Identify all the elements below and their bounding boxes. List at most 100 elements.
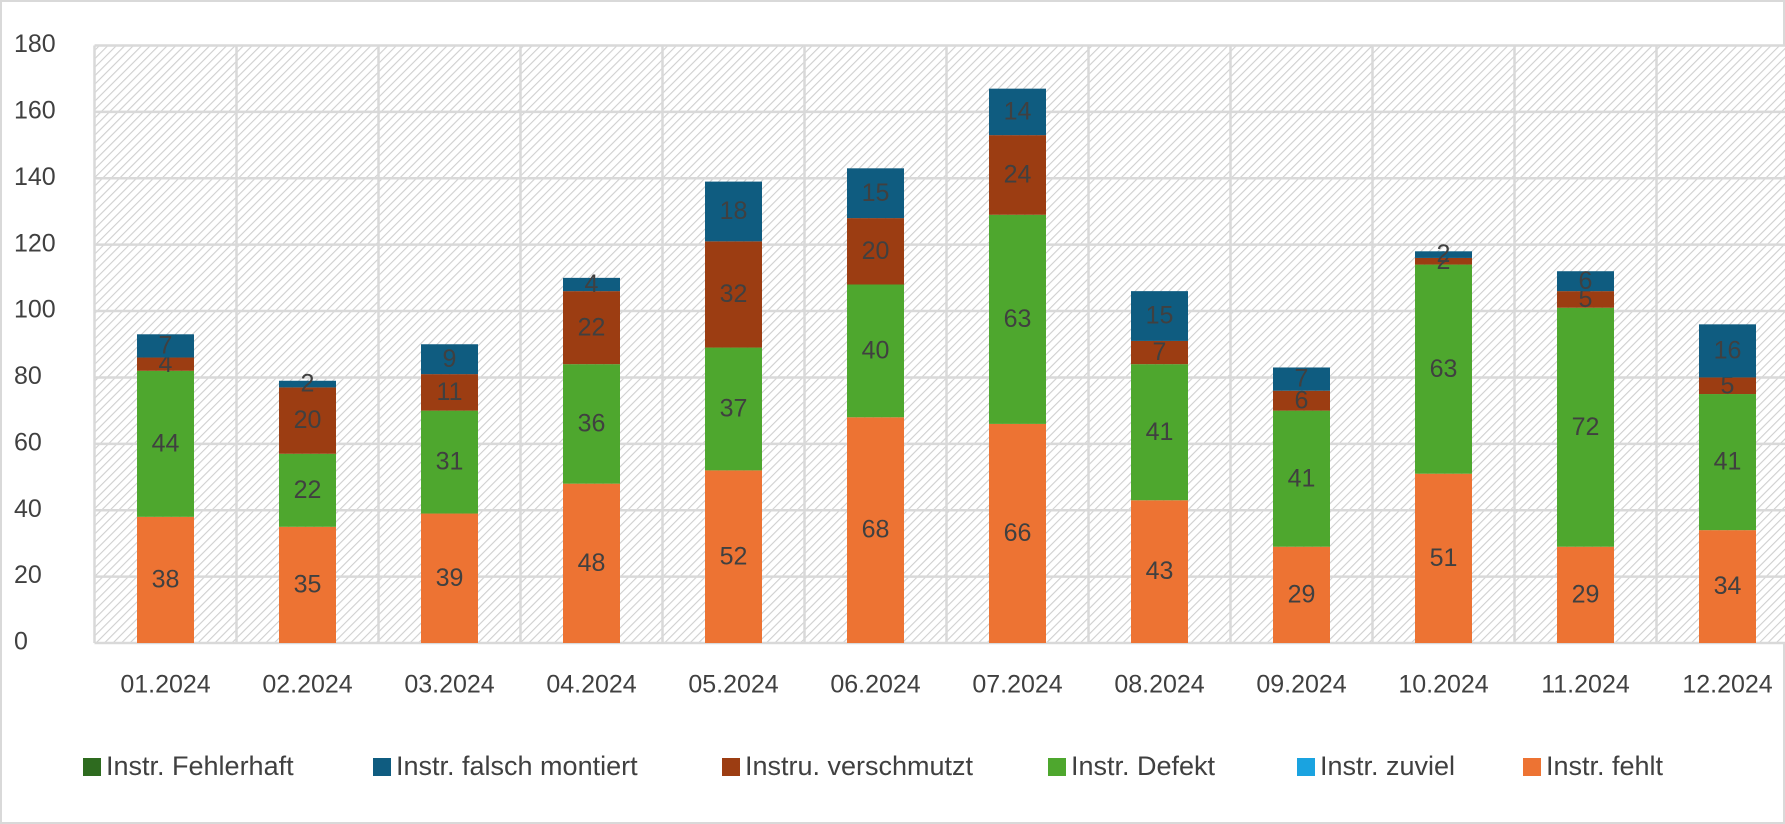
y-tick-label: 160 — [14, 96, 56, 124]
bar-segment — [847, 218, 904, 285]
bar-segment — [847, 417, 904, 643]
legend-swatch — [722, 758, 740, 776]
bar-segment — [989, 214, 1046, 424]
x-tick-label: 12.2024 — [1682, 671, 1772, 699]
data-label: 9 — [443, 345, 457, 373]
plot-background — [94, 45, 1785, 643]
x-tick-label: 04.2024 — [546, 671, 636, 699]
legend-label: Instr. Fehlerhaft — [106, 751, 294, 781]
bar-segment — [1699, 377, 1756, 395]
data-label: 7 — [1153, 338, 1167, 366]
data-label: 52 — [720, 542, 748, 570]
y-tick-label: 20 — [14, 561, 42, 589]
bar-segment — [1557, 271, 1614, 292]
bar-segment — [1273, 390, 1330, 411]
bar-segment — [137, 334, 194, 358]
x-tick-label: 11.2024 — [1541, 671, 1630, 699]
legend-swatch — [1048, 758, 1066, 776]
bar-segment — [279, 380, 336, 388]
x-tick-label: 03.2024 — [404, 671, 494, 699]
bar-segment — [137, 370, 194, 517]
data-label: 72 — [1572, 413, 1600, 441]
bar-segment — [421, 374, 478, 411]
bar-segment — [279, 387, 336, 454]
data-label: 48 — [578, 549, 606, 577]
data-label: 41 — [1146, 418, 1174, 446]
legend-swatch — [1297, 758, 1315, 776]
bar-segment — [563, 483, 620, 643]
legend-swatch — [83, 758, 101, 776]
data-label: 35 — [294, 571, 322, 599]
bar-segment — [705, 470, 762, 643]
x-tick-label: 01.2024 — [120, 671, 210, 699]
data-label: 7 — [1295, 365, 1309, 393]
bar-segment — [563, 291, 620, 365]
legend-label: Instr. Defekt — [1071, 751, 1216, 781]
data-label: 6 — [1295, 386, 1309, 414]
data-label: 66 — [1004, 519, 1032, 547]
bar-segment — [705, 241, 762, 348]
data-label: 20 — [862, 237, 890, 265]
bar-segment — [1557, 546, 1614, 643]
bar-segment — [421, 344, 478, 375]
bar-segment — [421, 410, 478, 514]
data-label: 22 — [578, 313, 606, 341]
x-tick-label: 07.2024 — [972, 671, 1062, 699]
legend-swatch — [1523, 758, 1541, 776]
data-label: 41 — [1288, 464, 1316, 492]
data-label: 18 — [720, 197, 748, 225]
bar-segment — [1131, 500, 1188, 643]
bar-segment — [1415, 251, 1472, 258]
data-label: 7 — [159, 332, 173, 360]
bar-segment — [1415, 264, 1472, 474]
bar-segment — [1557, 307, 1614, 547]
data-label: 41 — [1714, 448, 1742, 476]
bar-segment — [1699, 394, 1756, 531]
y-tick-label: 120 — [14, 229, 56, 257]
y-tick-label: 40 — [14, 495, 42, 523]
data-label: 2 — [301, 370, 315, 398]
x-tick-label: 02.2024 — [262, 671, 352, 699]
data-label: 20 — [294, 406, 322, 434]
bar-segment — [705, 181, 762, 242]
bar-segment — [279, 453, 336, 527]
legend-label: Instr. fehlt — [1546, 751, 1664, 781]
data-label: 32 — [720, 280, 748, 308]
data-label: 63 — [1430, 355, 1458, 383]
data-label: 5 — [1721, 371, 1735, 399]
data-label: 4 — [585, 270, 599, 298]
bar-segment — [705, 347, 762, 471]
x-tick-label: 10.2024 — [1398, 671, 1488, 699]
legend-label: Instru. verschmutzt — [745, 751, 974, 781]
data-label: 31 — [436, 448, 464, 476]
data-label: 39 — [436, 564, 464, 592]
data-label: 43 — [1146, 557, 1174, 585]
bar-segment — [1557, 291, 1614, 308]
x-tick-label: 05.2024 — [688, 671, 778, 699]
bar-segment — [1131, 340, 1188, 365]
y-tick-label: 180 — [14, 30, 56, 58]
y-tick-label: 80 — [14, 362, 42, 390]
bar-segment — [1415, 257, 1472, 265]
x-tick-label: 06.2024 — [830, 671, 920, 699]
bar-segment — [989, 423, 1046, 643]
bar-segment — [1131, 291, 1188, 341]
legend-label: Instr. falsch montiert — [396, 751, 638, 781]
data-label: 16 — [1714, 336, 1742, 364]
x-tick-label: 09.2024 — [1256, 671, 1346, 699]
bar-segment — [421, 513, 478, 643]
bar-segment — [989, 135, 1046, 215]
data-label: 5 — [1579, 285, 1593, 313]
bar-segment — [1273, 367, 1330, 391]
data-label: 14 — [1004, 97, 1032, 125]
data-label: 68 — [862, 516, 890, 544]
y-tick-label: 60 — [14, 428, 42, 456]
y-tick-label: 140 — [14, 163, 56, 191]
x-tick-label: 08.2024 — [1114, 671, 1204, 699]
bar-segment — [1699, 530, 1756, 643]
data-label: 29 — [1572, 580, 1600, 608]
bar-segment — [563, 277, 620, 292]
legend-label: Instr. zuviel — [1320, 751, 1455, 781]
bar-segment — [137, 516, 194, 643]
